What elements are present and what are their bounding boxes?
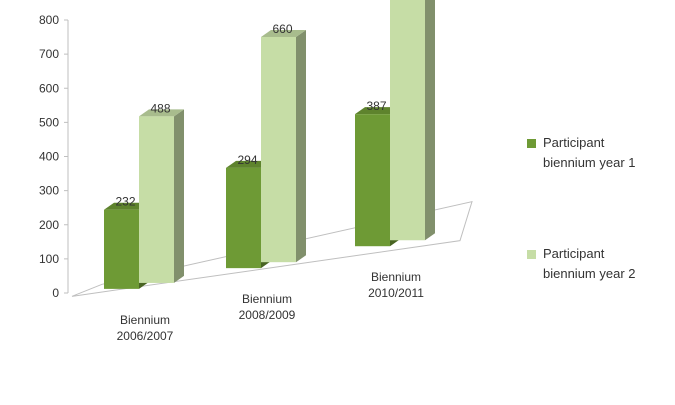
- bar-year-2: [261, 36, 296, 263]
- category-label: Biennium 2006/2007: [117, 313, 174, 343]
- legend-label-year-1-line1: Participant: [543, 135, 605, 150]
- bar-top: [226, 160, 271, 168]
- data-label: 660: [272, 22, 292, 36]
- legend-label-year-2-line1: Participant: [543, 246, 605, 261]
- bar-side: [425, 0, 435, 241]
- data-label: 387: [366, 99, 386, 113]
- y-axis: [64, 19, 69, 294]
- bar-top: [139, 109, 184, 117]
- bar-top: [355, 107, 400, 115]
- data-label: 488: [150, 101, 170, 115]
- y-tick-label: 100: [39, 252, 59, 266]
- data-label: 294: [237, 153, 257, 167]
- bar-top: [261, 29, 306, 37]
- bar-year-2: [390, 0, 425, 241]
- bar-side: [296, 29, 306, 263]
- bar-year-1: [226, 167, 261, 269]
- legend-label-year-1-line2: biennium year 1: [543, 155, 636, 170]
- data-label: 232: [115, 195, 135, 209]
- y-tick-label: 200: [39, 218, 59, 232]
- category-label: Biennium 2008/2009: [239, 292, 296, 322]
- category-labels: Biennium 2006/2007 Biennium 2008/2009 Bienni…: [117, 270, 425, 343]
- bar-side: [174, 109, 184, 283]
- chart-floor: [71, 200, 473, 297]
- y-tick-label: 500: [39, 115, 59, 129]
- legend-swatch-year-2: [527, 250, 536, 259]
- y-tick-label: 300: [39, 184, 59, 198]
- y-tick-label: 800: [39, 13, 59, 27]
- y-tick-label: 400: [39, 150, 59, 164]
- bar-top: [104, 202, 149, 210]
- legend-label-year-2-line2: biennium year 2: [543, 266, 636, 281]
- y-tick-label: 700: [39, 47, 59, 61]
- y-tick-label: 600: [39, 81, 59, 95]
- bar-year-2: [139, 116, 174, 283]
- bar-year-1: [355, 114, 390, 247]
- y-tick-label: 0: [52, 286, 59, 300]
- bar-year-1: [104, 209, 139, 289]
- bars: [104, 0, 435, 289]
- y-tick-labels: 0 100 200 300 400 500 600 700 800: [39, 13, 59, 300]
- category-label: Biennium 2010/2011: [368, 270, 424, 300]
- floor-plane: [71, 200, 473, 297]
- legend-swatch-year-1: [527, 139, 536, 148]
- data-labels: 232488294660387783: [115, 22, 386, 209]
